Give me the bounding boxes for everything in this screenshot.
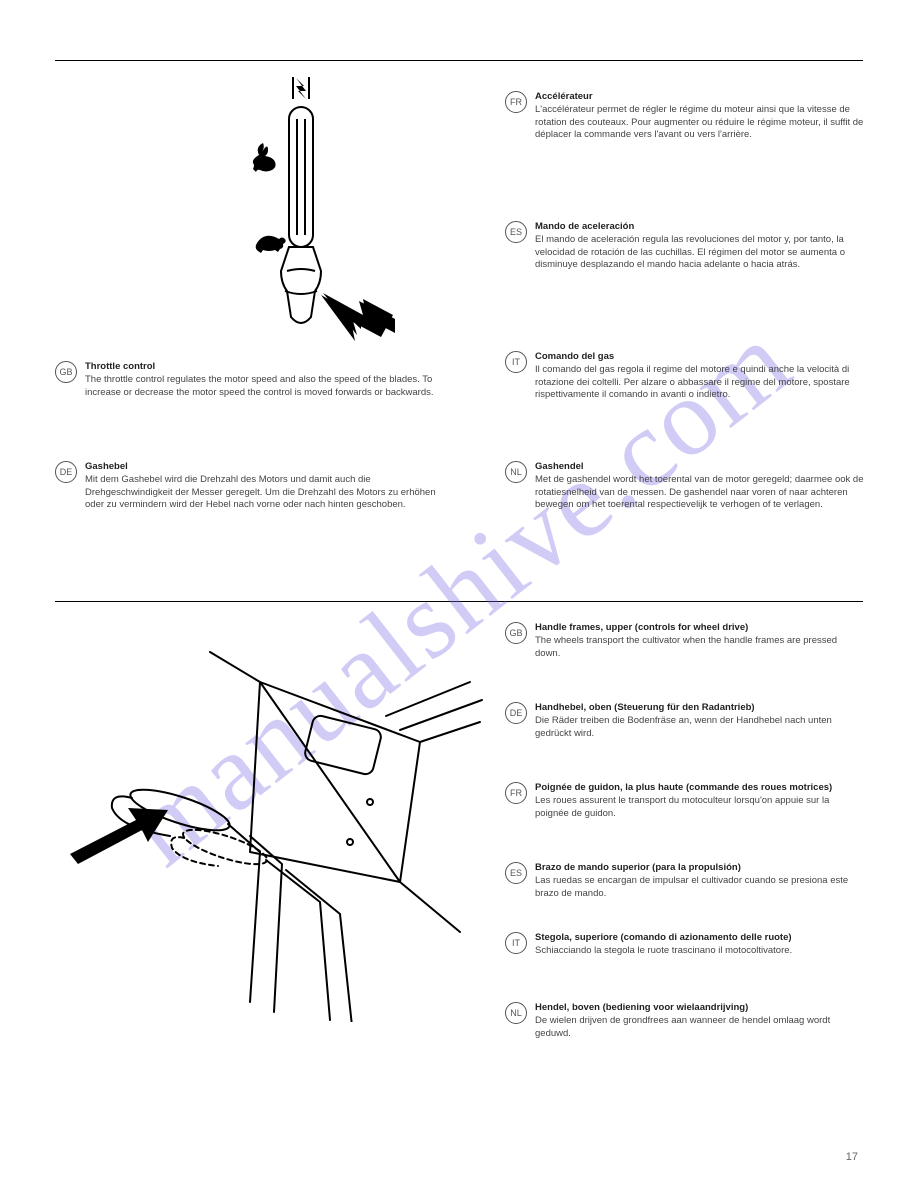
badge-es-icon: ES bbox=[505, 221, 527, 243]
throttle-svg bbox=[185, 71, 405, 351]
text-es-throttle: Mando de aceleración El mando de acelera… bbox=[535, 221, 865, 272]
text-nl-handle: Hendel, boven (bediening voor wielaandri… bbox=[535, 1002, 865, 1040]
section-handle: GB Handle frames, upper (controls for wh… bbox=[55, 602, 863, 1102]
text-gb-handle: Handle frames, upper (controls for wheel… bbox=[535, 622, 865, 660]
text-fr-throttle: Accélérateur L'accélérateur permet de ré… bbox=[535, 91, 865, 142]
badge-gb-icon: GB bbox=[55, 361, 77, 383]
text-de-throttle: Gashebel Mit dem Gashebel wird die Drehz… bbox=[85, 461, 455, 512]
badge-it-icon: IT bbox=[505, 351, 527, 373]
text-es-handle: Brazo de mando superior (para la propuls… bbox=[535, 862, 865, 900]
text-de-handle: Handhebel, oben (Steuerung für den Radan… bbox=[535, 702, 865, 740]
text-it-throttle: Comando del gas Il comando del gas regol… bbox=[535, 351, 865, 402]
section-throttle: GB Throttle control The throttle control… bbox=[55, 61, 863, 601]
entry-fr-handle: FR Poignée de guidon, la plus haute (com… bbox=[505, 782, 865, 820]
entry-de-throttle: DE Gashebel Mit dem Gashebel wird die Dr… bbox=[55, 461, 455, 512]
entry-gb-handle: GB Handle frames, upper (controls for wh… bbox=[505, 622, 865, 660]
diagram-throttle bbox=[185, 71, 405, 351]
badge-fr2-icon: FR bbox=[505, 782, 527, 804]
text-fr-handle: Poignée de guidon, la plus haute (comman… bbox=[535, 782, 865, 820]
entry-nl-handle: NL Hendel, boven (bediening voor wielaan… bbox=[505, 1002, 865, 1040]
text-nl-throttle: Gashendel Met de gashendel wordt het toe… bbox=[535, 461, 865, 512]
entry-fr-throttle: FR Accélérateur L'accélérateur permet de… bbox=[505, 91, 865, 142]
entry-it-handle: IT Stegola, superiore (comando di aziona… bbox=[505, 932, 865, 958]
handle-svg bbox=[50, 622, 490, 1022]
text-gb-throttle: Throttle control The throttle control re… bbox=[85, 361, 455, 399]
badge-nl-icon: NL bbox=[505, 461, 527, 483]
entry-es-throttle: ES Mando de aceleración El mando de acel… bbox=[505, 221, 865, 272]
badge-de2-icon: DE bbox=[505, 702, 527, 724]
badge-de-icon: DE bbox=[55, 461, 77, 483]
text-it-handle: Stegola, superiore (comando di azionamen… bbox=[535, 932, 792, 958]
badge-gb2-icon: GB bbox=[505, 622, 527, 644]
entry-de-handle: DE Handhebel, oben (Steuerung für den Ra… bbox=[505, 702, 865, 740]
badge-nl2-icon: NL bbox=[505, 1002, 527, 1024]
entry-gb-throttle: GB Throttle control The throttle control… bbox=[55, 361, 455, 399]
entry-nl-throttle: NL Gashendel Met de gashendel wordt het … bbox=[505, 461, 865, 512]
entry-es-handle: ES Brazo de mando superior (para la prop… bbox=[505, 862, 865, 900]
entry-it-throttle: IT Comando del gas Il comando del gas re… bbox=[505, 351, 865, 402]
page-number: 17 bbox=[846, 1151, 858, 1163]
badge-it2-icon: IT bbox=[505, 932, 527, 954]
badge-fr-icon: FR bbox=[505, 91, 527, 113]
diagram-handle bbox=[50, 622, 490, 1022]
badge-es2-icon: ES bbox=[505, 862, 527, 884]
